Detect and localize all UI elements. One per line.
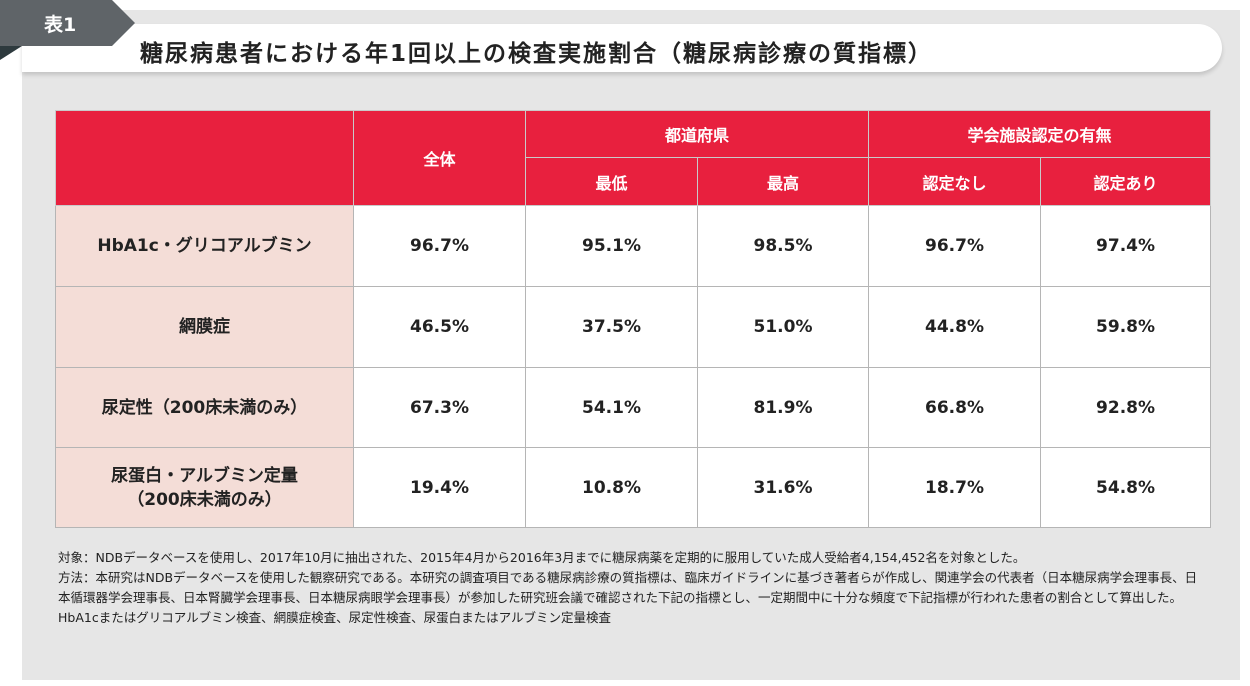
cell: 46.5%	[353, 286, 526, 368]
header-subrow: 最低 最高 認定なし 認定あり	[56, 157, 1212, 206]
table-number-tab	[0, 0, 135, 46]
table-row: HbA1c・グリコアルブミン 96.7% 95.1% 98.5% 96.7% 9…	[55, 205, 1212, 287]
cell: 67.3%	[353, 367, 526, 448]
cell: 66.8%	[868, 367, 1042, 448]
cell: 96.7%	[353, 205, 526, 287]
header-certification: 学会施設認定の有無	[868, 110, 1212, 158]
header-row: 全体 都道府県 学会施設認定の有無	[55, 110, 1212, 206]
note-indicators: HbA1cまたはグリコアルブミン検査、網膜症検査、尿定性検査、尿蛋白またはアルブ…	[58, 610, 611, 625]
page-title: 糖尿病患者における年1回以上の検査実施割合（糖尿病診療の質指標）	[140, 41, 934, 67]
header-corner	[55, 110, 354, 206]
note-methods: 方法：本研究はNDBデータベースを使用した観察研究である。本研究の調査項目である…	[58, 570, 1198, 605]
data-table: 全体 都道府県 学会施設認定の有無 最低 最高 認定なし 認定あり HbA1c・…	[55, 110, 1212, 528]
cell: 37.5%	[525, 286, 698, 368]
header-prefecture: 都道府県	[524, 110, 870, 158]
header-not-certified: 認定なし	[868, 157, 1042, 206]
row-label-line1: 尿蛋白・アルブミン定量	[111, 465, 298, 486]
cell: 96.7%	[868, 205, 1042, 287]
cell: 98.5%	[696, 205, 870, 287]
header-certified: 認定あり	[1040, 157, 1212, 206]
tab-fold-decoration	[0, 46, 22, 60]
cell: 31.6%	[696, 447, 870, 528]
header-max: 最高	[696, 157, 870, 206]
row-label: 尿定性（200床未満のみ）	[55, 367, 354, 448]
table-row: 網膜症 46.5% 37.5% 51.0% 44.8% 59.8%	[55, 286, 1212, 368]
cell: 51.0%	[696, 286, 870, 368]
note-subjects: 対象：NDBデータベースを使用し、2017年10月に抽出された、2015年4月か…	[58, 550, 1026, 565]
cell: 81.9%	[696, 367, 870, 448]
row-label-line2: （200床未満のみ）	[127, 489, 282, 510]
title-bar	[22, 24, 1222, 72]
cell: 19.4%	[353, 447, 526, 528]
cell: 18.7%	[868, 447, 1042, 528]
row-label: HbA1c・グリコアルブミン	[55, 205, 354, 287]
table-number-label: 表1	[44, 14, 77, 36]
cell: 44.8%	[868, 286, 1042, 368]
table-row: 尿定性（200床未満のみ） 67.3% 54.1% 81.9% 66.8% 92…	[55, 367, 1212, 448]
cell: 97.4%	[1040, 205, 1212, 287]
footnotes: 対象：NDBデータベースを使用し、2017年10月に抽出された、2015年4月か…	[58, 548, 1208, 628]
row-label: 網膜症	[55, 286, 354, 368]
cell: 10.8%	[525, 447, 698, 528]
cell: 95.1%	[525, 205, 698, 287]
cell: 92.8%	[1040, 367, 1212, 448]
cell: 54.8%	[1040, 447, 1212, 528]
header-overall: 全体	[353, 110, 526, 206]
table-row: 尿蛋白・アルブミン定量 （200床未満のみ） 19.4% 10.8% 31.6% …	[55, 447, 1212, 528]
header-min: 最低	[525, 157, 698, 206]
cell: 59.8%	[1040, 286, 1212, 368]
row-label: 尿蛋白・アルブミン定量 （200床未満のみ）	[55, 447, 354, 528]
cell: 54.1%	[525, 367, 698, 448]
